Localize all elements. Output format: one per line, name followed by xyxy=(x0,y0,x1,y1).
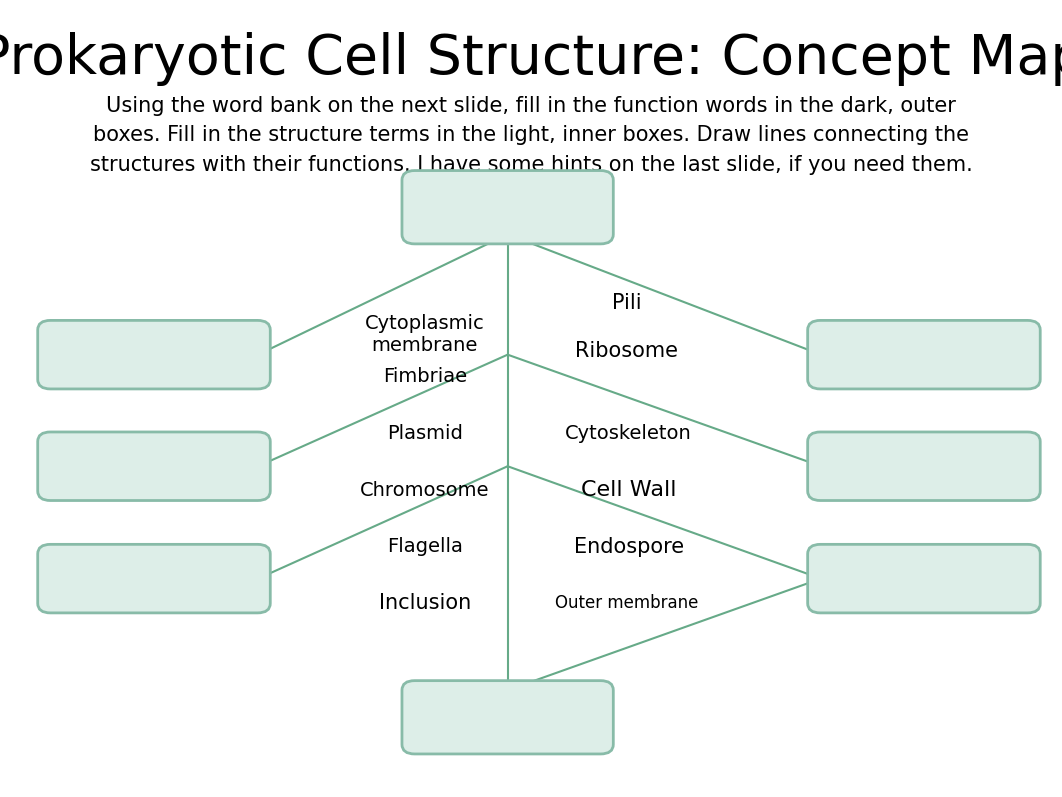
FancyBboxPatch shape xyxy=(37,320,270,389)
Text: Ribosome: Ribosome xyxy=(576,340,678,361)
Text: Outer membrane: Outer membrane xyxy=(554,594,699,611)
Text: Fimbriae: Fimbriae xyxy=(382,367,467,386)
Text: Plasmid: Plasmid xyxy=(387,424,463,443)
Text: Inclusion: Inclusion xyxy=(379,592,470,613)
FancyBboxPatch shape xyxy=(401,171,613,244)
FancyBboxPatch shape xyxy=(37,432,270,501)
FancyBboxPatch shape xyxy=(807,432,1040,501)
Text: Prokaryotic Cell Structure: Concept Map: Prokaryotic Cell Structure: Concept Map xyxy=(0,32,1062,86)
Text: Chromosome: Chromosome xyxy=(360,481,490,500)
Text: Cytoplasmic
membrane: Cytoplasmic membrane xyxy=(365,314,484,355)
FancyBboxPatch shape xyxy=(807,544,1040,613)
Text: Using the word bank on the next slide, fill in the function words in the dark, o: Using the word bank on the next slide, f… xyxy=(89,96,973,175)
Text: Cytoskeleton: Cytoskeleton xyxy=(565,424,692,443)
FancyBboxPatch shape xyxy=(807,320,1040,389)
Text: Cell Wall: Cell Wall xyxy=(581,480,676,501)
FancyBboxPatch shape xyxy=(401,681,613,754)
Text: Flagella: Flagella xyxy=(387,537,463,556)
Text: Endospore: Endospore xyxy=(573,536,684,557)
FancyBboxPatch shape xyxy=(37,544,270,613)
Text: Pili: Pili xyxy=(612,292,641,313)
